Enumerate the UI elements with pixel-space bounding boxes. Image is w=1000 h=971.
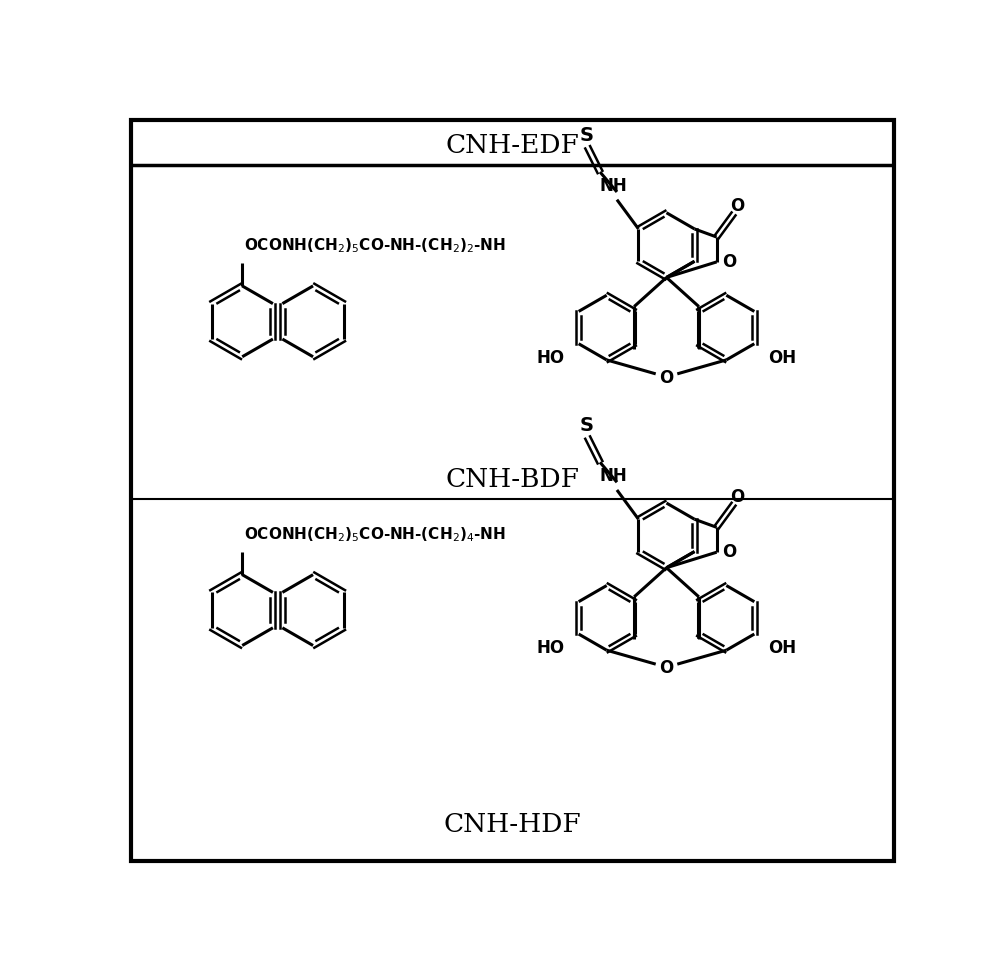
Text: HO: HO (537, 349, 565, 367)
Text: S: S (579, 125, 593, 145)
Text: OH: OH (768, 639, 796, 657)
Text: O: O (722, 252, 736, 271)
Text: OH: OH (768, 349, 796, 367)
Text: OCONH(CH$_2$)$_5$CO-NH-(CH$_2$)$_4$-NH: OCONH(CH$_2$)$_5$CO-NH-(CH$_2$)$_4$-NH (244, 525, 505, 544)
Text: CNH-EDF: CNH-EDF (446, 133, 579, 158)
Text: O: O (722, 543, 736, 561)
Text: O: O (659, 659, 674, 677)
Text: NH: NH (599, 177, 627, 195)
Text: CNH-HDF: CNH-HDF (444, 812, 581, 837)
Text: O: O (659, 369, 674, 386)
Text: OCONH(CH$_2$)$_5$CO-NH-(CH$_2$)$_2$-NH: OCONH(CH$_2$)$_5$CO-NH-(CH$_2$)$_2$-NH (244, 237, 505, 255)
Text: NH: NH (599, 467, 627, 486)
Text: O: O (730, 487, 745, 506)
Text: CNH-BDF: CNH-BDF (446, 467, 580, 491)
Text: S: S (579, 416, 593, 435)
Text: HO: HO (537, 639, 565, 657)
Text: O: O (730, 197, 745, 216)
